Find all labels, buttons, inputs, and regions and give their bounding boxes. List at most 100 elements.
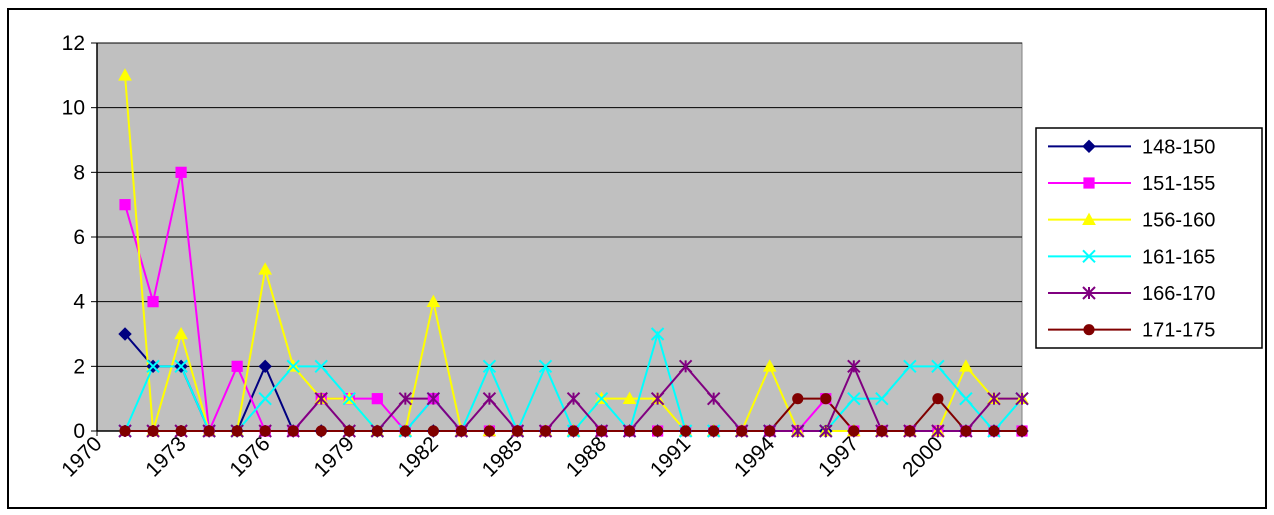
legend-label: 156-160 [1142, 210, 1215, 232]
data-point-171-175 [483, 425, 496, 437]
legend-marker-171-175 [1083, 324, 1095, 336]
data-point-166-170 [791, 424, 805, 438]
legend-label: 148-150 [1142, 136, 1215, 158]
data-point-166-170 [931, 424, 945, 438]
x-tick-label: 1982 [394, 432, 443, 481]
data-point-156-160 [959, 359, 973, 372]
data-point-151-155 [147, 296, 159, 308]
data-point-161-165 [650, 327, 665, 341]
data-point-171-175 [736, 425, 748, 437]
data-point-161-165 [959, 391, 973, 406]
data-point-171-175 [876, 425, 888, 437]
data-point-171-175 [1016, 425, 1028, 437]
x-axis-tick-labels: 1970 1973 1976 1979 1982 1985 1988 1991 1994 1997… [57, 432, 947, 482]
data-point-156-160 [174, 326, 188, 340]
series-markers [118, 68, 1029, 438]
legend-item: 156-160 [1048, 210, 1215, 232]
data-point-171-175 [820, 393, 832, 405]
x-tick-label: 1979 [310, 432, 359, 481]
data-point-156-160 [762, 359, 777, 372]
data-point-171-175 [259, 425, 271, 437]
data-point-171-175 [764, 425, 776, 437]
data-point-151-155 [175, 166, 187, 178]
data-point-171-175 [315, 425, 327, 437]
x-tick-label: 1994 [730, 432, 780, 482]
data-point-166-170 [819, 424, 833, 438]
legend: 148-150 151-155 156-160 161-165 166-170 171-1… [1035, 127, 1263, 349]
data-point-166-170 [678, 359, 693, 374]
data-point-171-175 [455, 425, 467, 437]
data-point-166-170 [314, 391, 328, 406]
y-tick-label: 10 [62, 97, 85, 120]
data-point-171-175 [511, 425, 524, 437]
legend-item: 148-150 [1048, 136, 1215, 158]
data-point-161-165 [174, 359, 188, 374]
data-point-166-170 [847, 359, 861, 374]
gridlines [91, 42, 1022, 432]
x-tick-label: 2000 [898, 432, 947, 481]
data-point-148-150 [118, 327, 132, 341]
data-point-156-160 [622, 391, 637, 404]
data-point-171-175 [539, 425, 552, 437]
legend-marker-148-150 [1082, 139, 1096, 154]
y-tick-label: 0 [73, 420, 85, 443]
data-point-171-175 [960, 425, 972, 437]
data-point-166-170 [398, 391, 413, 406]
legend-label: 151-155 [1142, 173, 1215, 195]
data-point-171-175 [147, 425, 159, 437]
legend-label: 161-165 [1142, 246, 1215, 268]
data-point-171-175 [427, 425, 439, 437]
data-point-161-165 [594, 391, 609, 406]
data-point-161-165 [903, 359, 917, 374]
legend-item: 171-175 [1048, 320, 1215, 342]
data-point-166-170 [987, 391, 1001, 406]
y-tick-label: 8 [73, 161, 85, 184]
x-tick-label: 1976 [225, 432, 274, 481]
data-point-156-160 [426, 294, 441, 307]
data-point-161-165 [538, 359, 553, 374]
legend-marker-156-160 [1082, 212, 1096, 225]
legend-marker-166-170 [1082, 286, 1096, 300]
data-point-166-170 [426, 391, 441, 406]
data-point-171-175 [680, 425, 692, 437]
legend-marker-161-165 [1082, 249, 1096, 264]
data-point-161-165 [314, 359, 328, 374]
data-point-171-175 [988, 425, 1000, 437]
legend-item: 151-155 [1048, 173, 1215, 195]
data-point-171-175 [343, 425, 355, 437]
data-point-166-170 [706, 391, 721, 406]
data-point-151-155 [119, 199, 131, 211]
data-point-171-175 [175, 425, 187, 437]
data-point-161-165 [482, 359, 497, 374]
data-point-161-165 [286, 359, 300, 374]
data-point-171-175 [203, 425, 215, 437]
y-tick-label: 6 [73, 226, 85, 249]
legend-marker-151-155 [1083, 177, 1095, 189]
y-tick-label: 12 [62, 32, 85, 55]
data-point-171-175 [371, 425, 383, 437]
data-point-171-175 [287, 425, 299, 437]
data-point-171-175 [652, 425, 664, 437]
data-point-171-175 [595, 425, 608, 437]
x-tick-label: 1991 [646, 432, 695, 481]
y-axis-tick-labels: 0 2 4 6 8 10 12 [62, 32, 86, 443]
data-point-171-175 [932, 393, 944, 405]
data-point-166-170 [482, 391, 497, 406]
x-tick-label: 1970 [57, 432, 106, 481]
y-tick-label: 2 [73, 355, 85, 378]
data-point-171-175 [119, 425, 131, 437]
data-point-171-175 [231, 425, 243, 437]
data-point-161-165 [847, 391, 861, 406]
data-point-161-165 [875, 391, 889, 406]
data-point-171-175 [399, 425, 411, 437]
data-point-161-165 [931, 359, 945, 374]
data-point-156-160 [258, 262, 273, 275]
data-point-166-170 [566, 391, 581, 406]
legend-label: 171-175 [1142, 320, 1215, 342]
data-point-171-175 [848, 425, 860, 437]
x-tick-label: 1985 [478, 432, 527, 481]
x-tick-label: 1973 [141, 432, 190, 481]
data-point-166-170 [650, 391, 665, 406]
x-tick-label: 1988 [562, 432, 611, 481]
